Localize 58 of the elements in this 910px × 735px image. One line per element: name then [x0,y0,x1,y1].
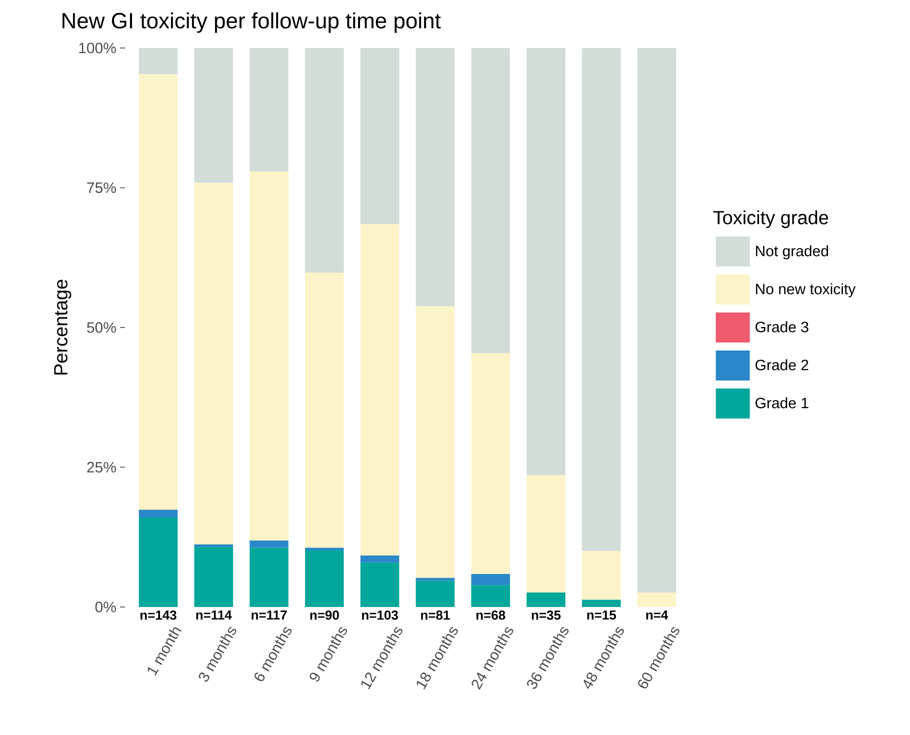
bar [526,475,566,592]
bar [582,600,621,607]
bar [526,592,566,607]
bar [637,48,676,592]
chart-title: New GI toxicity per follow-up time point [62,12,441,33]
text: n=114 [196,610,232,620]
y-axis-title: Percentage [54,280,72,375]
bar [305,48,344,273]
y-tick-label: 25% [87,462,116,473]
legend-label: Not graded [756,245,828,260]
bar [194,544,234,548]
bar [138,48,178,74]
legend-label: No new toxicity [756,283,856,298]
y-tick-label: 50% [87,322,116,333]
text: n=103 [362,610,398,620]
text: n=90 [310,610,339,620]
bar [582,551,621,600]
bar [305,548,344,551]
text: n=117 [252,610,287,620]
bar [471,574,510,586]
text: n=143 [140,610,176,620]
legend-label: Grade 3 [756,321,808,332]
bar [360,556,400,563]
bar [416,48,455,306]
text: n=35 [532,610,561,620]
legend-title: Toxicity grade [713,210,828,228]
bar [416,580,455,607]
text: n=68 [476,610,506,620]
bar [250,548,288,607]
bar [138,74,178,510]
text: n=81 [421,610,450,620]
y-tick-label: 100% [79,42,116,54]
bar [194,547,234,607]
bar [194,182,234,544]
legend-label: Grade 1 [756,397,808,408]
bar [305,550,344,607]
y-tick-label: 0% [95,602,116,612]
bar [582,48,621,552]
y-tick-label: 75% [87,182,116,194]
bar [138,518,178,607]
bar [194,48,234,183]
bar [526,48,566,476]
bar [250,172,288,540]
bar [416,306,455,578]
bar [471,585,510,607]
bar [360,562,400,607]
legend-label: Grade 2 [756,359,808,370]
bar [471,353,510,574]
bar [305,272,344,548]
bar [250,48,288,172]
bar [360,224,400,556]
text: n=4 [646,610,668,620]
text: n=15 [587,610,616,620]
bar [360,48,400,224]
bar [250,540,288,548]
bar [138,510,178,518]
bar [637,592,676,607]
bar [471,48,510,354]
